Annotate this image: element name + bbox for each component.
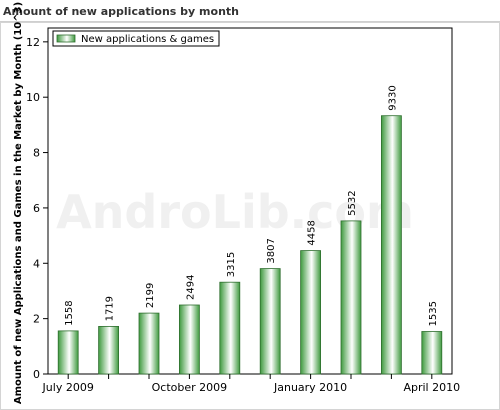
y-axis-label: Amount of new Applications and Games in …: [13, 2, 24, 404]
y-tick-label: 2: [33, 313, 40, 326]
y-tick-label: 12: [26, 36, 40, 49]
header-divider: [0, 21, 500, 22]
bar: [138, 312, 160, 375]
y-tick-label: 4: [33, 257, 40, 270]
chart-frame: [0, 22, 500, 410]
data-label: 2199: [145, 283, 156, 308]
y-tick-label: 10: [26, 91, 40, 104]
legend-swatch: [56, 34, 76, 43]
data-label: 1719: [105, 296, 116, 321]
data-label: 9330: [387, 85, 398, 110]
bar: [57, 330, 79, 375]
legend-label: New applications & games: [81, 34, 214, 45]
data-label: 1535: [428, 301, 439, 326]
page-title: Amount of new applications by month: [3, 5, 240, 18]
y-tick-label: 6: [33, 202, 40, 215]
data-label: 3315: [226, 252, 237, 277]
chart-header: Amount of new applications by month: [0, 0, 500, 22]
bar: [380, 115, 402, 375]
x-tick-label: January 2010: [273, 381, 347, 394]
bar: [340, 220, 362, 375]
data-label: 3807: [266, 238, 277, 263]
bar: [178, 304, 200, 375]
bar: [300, 250, 322, 375]
data-label: 2494: [185, 275, 196, 300]
bar: [98, 325, 119, 375]
y-tick-label: 0: [33, 368, 40, 381]
bar: [219, 281, 241, 375]
legend-box: [52, 30, 220, 47]
bar: [421, 331, 443, 375]
x-tick-label: October 2009: [152, 381, 228, 394]
data-label: 4458: [307, 220, 318, 245]
plot-area-border: [47, 27, 453, 375]
bar: [259, 268, 281, 375]
y-tick-label: 8: [33, 147, 40, 160]
data-label: 1558: [64, 300, 75, 325]
legend: New applications & games: [52, 30, 220, 47]
x-tick-label: July 2009: [42, 381, 94, 394]
data-label: 5532: [347, 190, 358, 215]
x-tick-label: April 2010: [403, 381, 460, 394]
